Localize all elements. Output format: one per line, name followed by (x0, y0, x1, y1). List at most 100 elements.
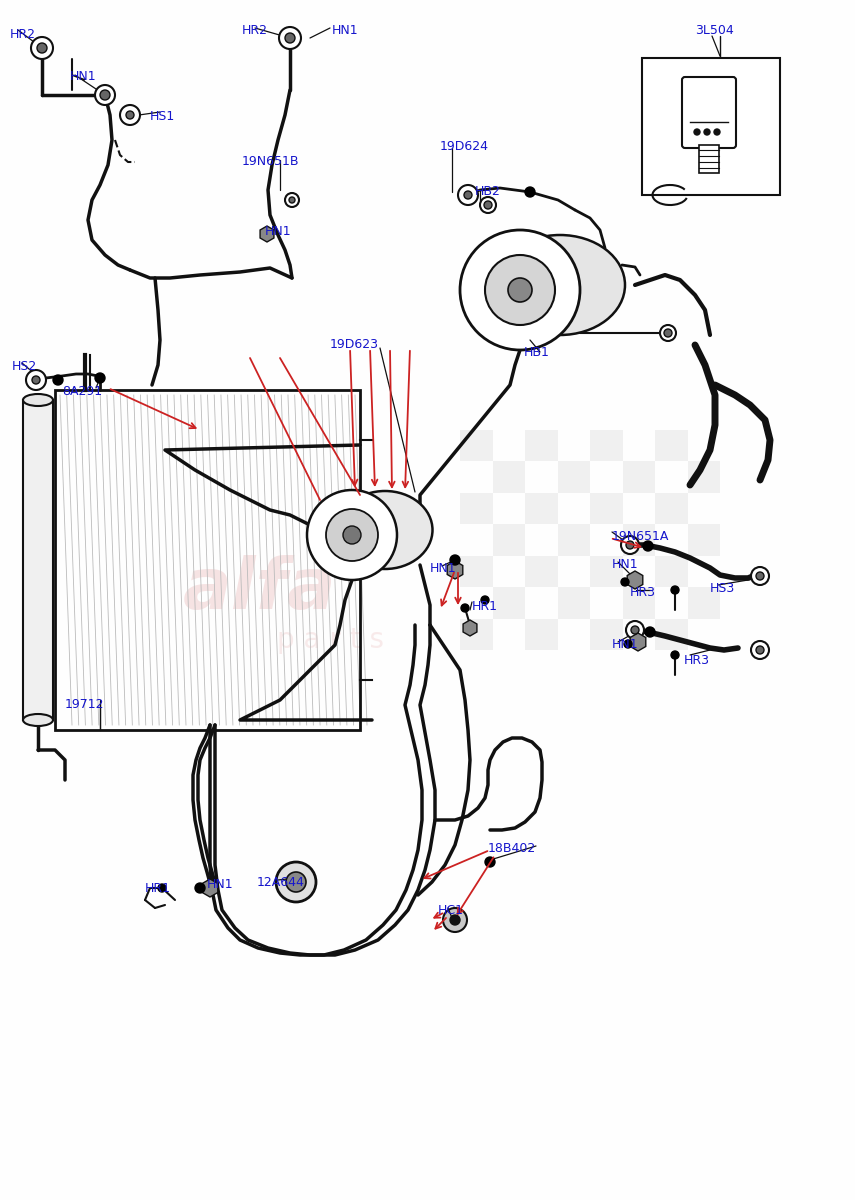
Circle shape (660, 325, 676, 341)
Circle shape (481, 596, 489, 604)
Text: HB1: HB1 (524, 346, 550, 359)
Bar (687, 462, 720, 493)
Text: 12A644: 12A644 (257, 876, 305, 889)
Bar (622, 524, 655, 556)
Circle shape (120, 104, 140, 125)
Circle shape (643, 541, 653, 551)
Text: HN1: HN1 (332, 24, 358, 37)
Circle shape (53, 374, 63, 385)
Circle shape (95, 373, 105, 383)
Bar (590, 618, 622, 650)
Circle shape (664, 329, 672, 337)
Circle shape (626, 541, 634, 550)
Bar (525, 430, 557, 462)
Bar (460, 493, 492, 524)
Circle shape (694, 128, 700, 134)
Bar (492, 587, 525, 618)
Circle shape (195, 883, 205, 893)
Bar (557, 462, 590, 493)
Bar (622, 587, 655, 618)
Circle shape (450, 914, 460, 925)
Bar (687, 524, 720, 556)
Circle shape (458, 185, 478, 205)
Circle shape (751, 641, 769, 659)
Text: HR3: HR3 (630, 586, 656, 599)
Bar (655, 430, 687, 462)
Circle shape (671, 586, 679, 594)
Bar (557, 587, 590, 618)
Circle shape (279, 26, 301, 49)
Circle shape (32, 376, 40, 384)
Circle shape (525, 187, 535, 197)
Circle shape (704, 128, 710, 134)
Bar (687, 587, 720, 618)
Circle shape (626, 622, 644, 638)
Text: HS1: HS1 (150, 110, 175, 122)
Text: 19N651A: 19N651A (612, 530, 669, 542)
Circle shape (95, 85, 115, 104)
Circle shape (751, 566, 769, 584)
FancyBboxPatch shape (682, 77, 736, 148)
Circle shape (464, 191, 472, 199)
Text: HN1: HN1 (612, 638, 639, 650)
Text: HS3: HS3 (710, 582, 735, 595)
Circle shape (756, 646, 764, 654)
Circle shape (326, 509, 378, 560)
Circle shape (624, 640, 632, 648)
Circle shape (343, 526, 361, 544)
Bar (699, 145, 719, 173)
Polygon shape (463, 620, 477, 636)
Bar (557, 524, 590, 556)
Text: HN1: HN1 (207, 878, 233, 890)
Circle shape (158, 884, 166, 892)
Text: HR1: HR1 (472, 600, 498, 613)
Text: HS2: HS2 (12, 360, 38, 373)
Circle shape (460, 230, 580, 350)
Polygon shape (260, 226, 274, 242)
Bar (460, 556, 492, 587)
Circle shape (671, 650, 679, 659)
Circle shape (756, 572, 764, 580)
Text: HR3: HR3 (684, 654, 710, 667)
Bar (492, 524, 525, 556)
Circle shape (631, 626, 639, 634)
Ellipse shape (338, 491, 433, 569)
Circle shape (26, 370, 46, 390)
Circle shape (31, 37, 53, 59)
Text: HN1: HN1 (265, 226, 292, 238)
Circle shape (285, 193, 299, 206)
Circle shape (461, 604, 469, 612)
Circle shape (286, 872, 306, 892)
Ellipse shape (23, 714, 53, 726)
Bar (642, 58, 780, 194)
Bar (23, 400, 53, 720)
Circle shape (484, 200, 492, 209)
Circle shape (307, 490, 397, 580)
Circle shape (508, 278, 532, 302)
Text: alfa: alfa (183, 556, 337, 624)
Bar (460, 430, 492, 462)
Polygon shape (202, 878, 218, 898)
Bar (460, 618, 492, 650)
Ellipse shape (23, 394, 53, 406)
Circle shape (714, 128, 720, 134)
Bar (55, 390, 360, 730)
Text: 19N651B: 19N651B (242, 155, 299, 168)
Circle shape (285, 32, 295, 43)
Text: HN1: HN1 (70, 70, 97, 83)
Circle shape (100, 90, 110, 100)
Text: 18B402: 18B402 (488, 842, 536, 854)
Bar (590, 430, 622, 462)
Text: 3L504: 3L504 (695, 24, 734, 37)
Text: 19712: 19712 (65, 698, 104, 710)
Circle shape (450, 554, 460, 565)
Text: 19D624: 19D624 (440, 140, 489, 152)
Circle shape (485, 857, 495, 866)
Circle shape (37, 43, 47, 53)
Text: HC1: HC1 (438, 904, 464, 917)
Text: HR2: HR2 (242, 24, 268, 37)
Polygon shape (628, 571, 643, 589)
Text: HR1: HR1 (145, 882, 171, 895)
Circle shape (621, 578, 629, 586)
Text: p a r t s: p a r t s (276, 626, 384, 654)
